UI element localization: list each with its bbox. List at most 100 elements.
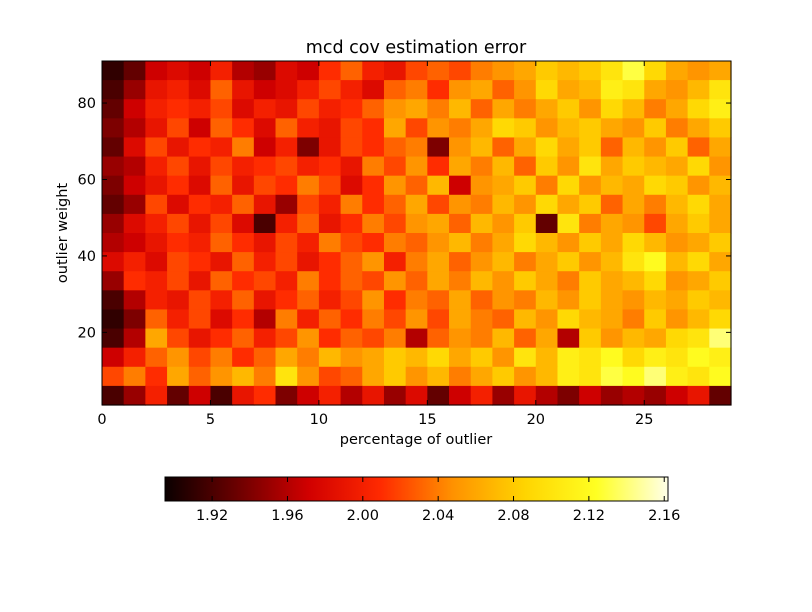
heatmap-cell xyxy=(167,156,190,177)
heatmap-cell xyxy=(145,194,168,215)
heatmap-cell xyxy=(427,137,450,158)
heatmap-cell xyxy=(557,175,580,196)
heatmap-cell xyxy=(687,366,710,387)
heatmap-cell xyxy=(102,118,125,139)
heatmap-cell xyxy=(167,80,190,100)
heatmap-cell xyxy=(253,309,277,330)
heatmap-cell xyxy=(470,290,494,311)
heatmap-cell xyxy=(188,213,212,234)
heatmap-cell xyxy=(275,194,298,215)
heatmap-cell xyxy=(210,347,233,368)
heatmap-cell xyxy=(470,80,494,100)
y-tick-label: 60 xyxy=(78,172,96,188)
heatmap-cell xyxy=(362,252,385,272)
heatmap-cell xyxy=(579,80,602,100)
heatmap-cell xyxy=(470,99,494,119)
heatmap-cell xyxy=(362,309,385,330)
heatmap-cell xyxy=(232,328,255,349)
heatmap-cell xyxy=(145,156,168,177)
heatmap-cell xyxy=(665,99,689,119)
heatmap-cell xyxy=(405,271,428,291)
heatmap-cell xyxy=(665,309,689,330)
heatmap-cell xyxy=(557,290,580,311)
x-tick-label: 20 xyxy=(527,412,545,428)
heatmap-cell xyxy=(709,118,732,139)
heatmap-cell xyxy=(687,309,710,330)
heatmap-cell xyxy=(145,233,168,253)
heatmap-cell xyxy=(232,61,255,81)
heatmap-cell xyxy=(535,137,559,158)
heatmap-cell xyxy=(514,233,537,253)
heatmap-cell xyxy=(383,156,407,177)
heatmap-cell xyxy=(427,80,450,100)
heatmap-cell xyxy=(232,347,255,368)
heatmap-cell xyxy=(362,61,385,81)
heatmap-cell xyxy=(687,290,710,311)
heatmap-cell xyxy=(275,118,298,139)
heatmap-cell xyxy=(600,118,624,139)
heatmap-cell xyxy=(167,194,190,215)
heatmap-cell xyxy=(709,252,732,272)
heatmap-cell xyxy=(557,213,580,234)
heatmap-cell xyxy=(362,233,385,253)
heatmap-cell xyxy=(232,156,255,177)
heatmap-cell xyxy=(318,366,342,387)
heatmap-cell xyxy=(123,328,146,349)
heatmap-cell xyxy=(167,385,190,406)
heatmap-cell xyxy=(232,80,255,100)
heatmap-cell xyxy=(557,328,580,349)
heatmap-cell xyxy=(687,80,710,100)
heatmap-cell xyxy=(167,252,190,272)
heatmap-cell xyxy=(232,137,255,158)
heatmap-cell xyxy=(622,290,645,311)
heatmap-cell xyxy=(470,385,494,406)
heatmap-cell xyxy=(340,213,363,234)
heatmap-cell xyxy=(644,385,667,406)
heatmap-cell xyxy=(427,118,450,139)
heatmap-cell xyxy=(102,61,125,81)
heatmap-cell xyxy=(340,137,363,158)
heatmap-cell xyxy=(297,175,320,196)
heatmap-cell xyxy=(102,328,125,349)
heatmap-cell xyxy=(622,328,645,349)
heatmap-cell xyxy=(297,290,320,311)
heatmap-cell xyxy=(557,80,580,100)
heatmap-cell xyxy=(253,194,277,215)
heatmap-cell xyxy=(405,137,428,158)
heatmap-cell xyxy=(449,118,472,139)
heatmap-cell xyxy=(687,118,710,139)
heatmap-cell xyxy=(188,233,212,253)
heatmap-cell xyxy=(427,252,450,272)
heatmap-cell xyxy=(600,80,624,100)
heatmap-cell xyxy=(188,366,212,387)
heatmap-cell xyxy=(535,194,559,215)
heatmap-cell xyxy=(709,99,732,119)
heatmap-cell xyxy=(427,99,450,119)
heatmap-cell xyxy=(535,175,559,196)
heatmap-cell xyxy=(665,213,689,234)
heatmap-cell xyxy=(383,194,407,215)
heatmap-cell xyxy=(579,118,602,139)
heatmap-cell xyxy=(427,194,450,215)
heatmap-cell xyxy=(145,328,168,349)
heatmap-cell xyxy=(600,194,624,215)
heatmap-cell xyxy=(297,366,320,387)
heatmap-cell xyxy=(102,366,125,387)
heatmap-cell xyxy=(405,347,428,368)
heatmap-cell xyxy=(210,99,233,119)
heatmap-cell xyxy=(405,309,428,330)
colorbar xyxy=(164,476,669,502)
heatmap-cell xyxy=(123,137,146,158)
heatmap-cell xyxy=(383,213,407,234)
heatmap-cell xyxy=(535,233,559,253)
heatmap-cell xyxy=(492,309,515,330)
heatmap-cell xyxy=(188,328,212,349)
heatmap-cell xyxy=(514,347,537,368)
heatmap-cell xyxy=(297,385,320,406)
heatmap-cell xyxy=(709,233,732,253)
heatmap-cell xyxy=(340,328,363,349)
heatmap-cell xyxy=(687,175,710,196)
chart-title: mcd cov estimation error xyxy=(306,38,527,58)
heatmap-cell xyxy=(210,213,233,234)
heatmap-cell xyxy=(557,271,580,291)
